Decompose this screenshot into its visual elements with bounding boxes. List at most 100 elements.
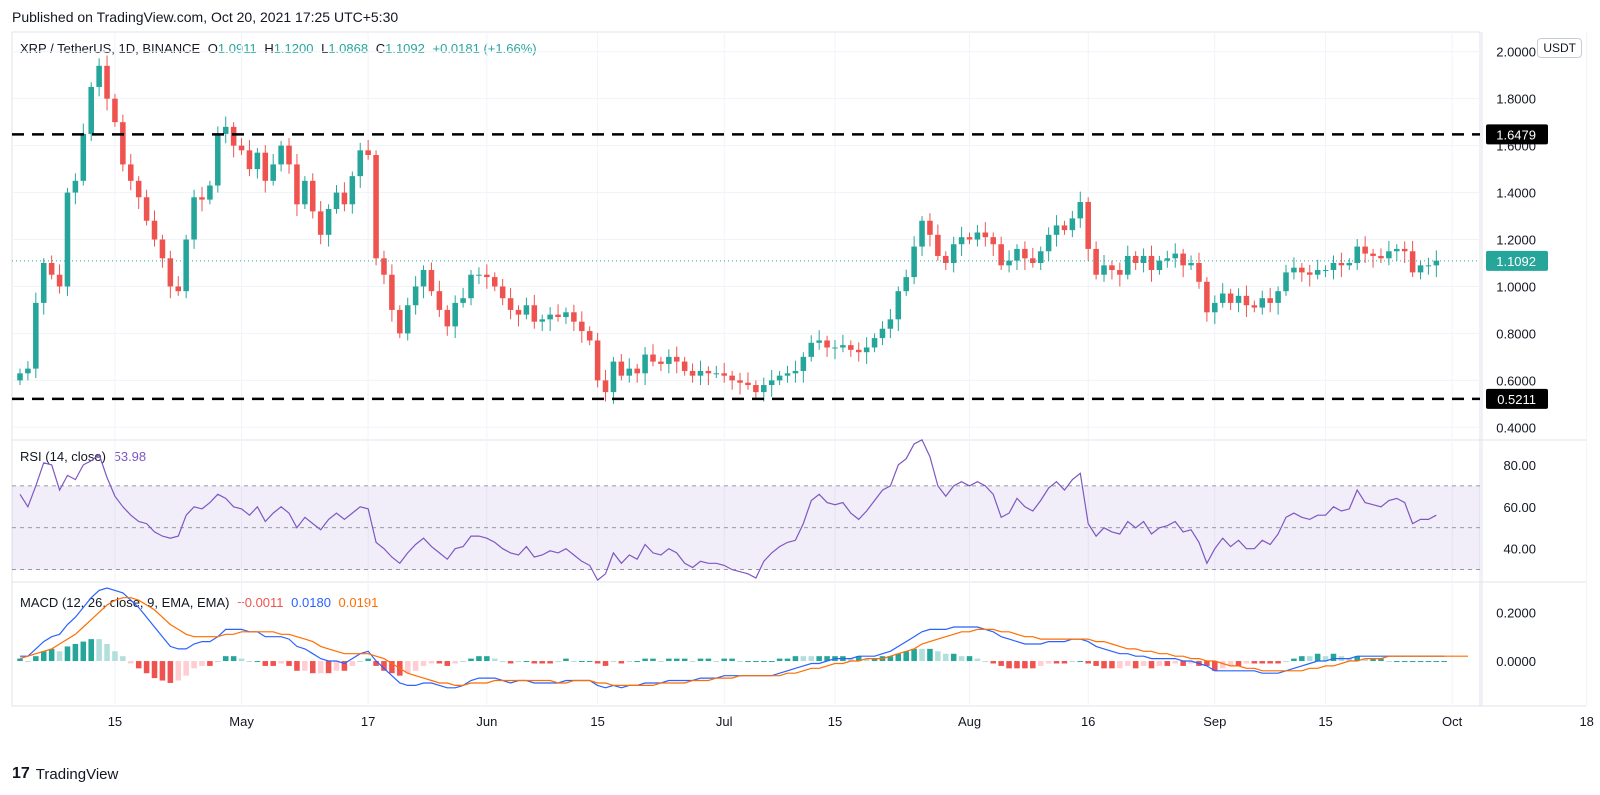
macd-histogram-bar	[444, 661, 451, 666]
macd-histogram-bar	[499, 661, 506, 663]
high-label: H	[264, 41, 274, 56]
time-tick-label: Aug	[958, 714, 981, 729]
candle-body	[112, 98, 118, 123]
candle-body	[1148, 255, 1155, 271]
candle-body	[104, 65, 110, 99]
macd-histogram-bar	[626, 661, 633, 663]
macd-histogram-bar	[1030, 661, 1036, 669]
candle-body	[278, 145, 284, 165]
macd-histogram-bar	[1306, 656, 1313, 662]
candle-body	[1322, 270, 1329, 272]
candle-body	[871, 338, 878, 348]
candle-body	[365, 150, 371, 156]
macd-histogram-bar	[681, 658, 688, 662]
candle-body	[531, 305, 538, 322]
candle-body	[887, 319, 894, 329]
macd-histogram-bar	[523, 661, 530, 663]
macd-histogram-bar	[56, 651, 63, 662]
candle-body	[1085, 201, 1091, 249]
macd-histogram-bar	[594, 661, 601, 664]
macd-histogram-bar	[278, 661, 284, 664]
candle-body	[270, 164, 276, 181]
candle-body	[381, 258, 387, 275]
macd-histogram-bar	[1283, 661, 1289, 663]
candle-body	[357, 150, 364, 177]
rsi-label[interactable]: RSI (14, close)	[20, 449, 106, 464]
candle-body	[1251, 305, 1258, 308]
candle-body	[816, 340, 822, 343]
candle-body	[341, 192, 348, 205]
macd-histogram-bar	[1140, 661, 1147, 666]
currency-badge[interactable]: USDT	[1537, 38, 1582, 58]
macd-histogram-bar	[895, 653, 902, 662]
candle-body	[262, 152, 269, 181]
horizontal-level-label: 1.6479	[1496, 127, 1536, 142]
macd-histogram-bar	[689, 661, 696, 663]
candle-body	[1219, 293, 1226, 303]
candle-body	[1235, 295, 1242, 303]
candle-body	[555, 314, 561, 317]
candle-body	[927, 220, 933, 235]
macd-histogram-bar	[365, 658, 371, 662]
macd-histogram-bar	[1441, 661, 1448, 663]
candle-body	[80, 133, 87, 181]
candle-body	[484, 274, 490, 278]
rsi-legend: RSI (14, close) 53.98	[20, 449, 150, 464]
candle-body	[618, 361, 625, 376]
macd-histogram-bar	[1433, 661, 1440, 663]
candle-body	[855, 349, 862, 353]
macd-label[interactable]: MACD (12, 26, close, 9, EMA, EMA)	[20, 595, 230, 610]
candle-body	[1124, 255, 1131, 275]
macd-histogram-bar	[491, 658, 498, 662]
macd-histogram-bar	[753, 661, 759, 663]
macd-histogram-bar	[1077, 661, 1084, 663]
candle-body	[230, 126, 237, 146]
macd-histogram-bar	[1204, 661, 1210, 666]
candle-body	[1330, 262, 1337, 271]
macd-histogram-bar	[1061, 661, 1068, 664]
macd-histogram-bar	[800, 656, 807, 662]
footer-brand[interactable]: TradingView	[35, 765, 119, 783]
candle-body	[737, 380, 743, 383]
macd-histogram-bar	[966, 656, 973, 662]
macd-histogram-bar	[1346, 658, 1353, 662]
candle-body	[1045, 234, 1052, 252]
macd-histogram-bar	[286, 661, 292, 666]
candle-body	[191, 197, 197, 240]
macd-histogram-bar	[958, 656, 965, 662]
candle-body	[143, 197, 150, 221]
candle-body	[1354, 246, 1360, 263]
candle-body	[610, 361, 617, 393]
macd-histogram-bar	[745, 661, 751, 663]
macd-histogram-bar	[1037, 661, 1044, 666]
candle-body	[1386, 251, 1392, 259]
macd-histogram-bar	[412, 661, 419, 671]
macd-histogram-bar	[1022, 661, 1028, 669]
candle-body	[721, 373, 727, 376]
macd-histogram-bar	[436, 661, 443, 664]
macd-histogram-bar	[199, 661, 205, 666]
macd-histogram-bar	[1386, 661, 1392, 663]
macd-histogram-bar	[982, 661, 989, 663]
candle-body	[903, 277, 909, 292]
candle-body	[626, 368, 633, 376]
close-label: C	[375, 41, 386, 56]
chart-canvas[interactable]: 2.00001.80001.60001.40001.20001.00000.80…	[0, 0, 1600, 760]
candle-body	[911, 246, 917, 278]
macd-histogram-bar	[1251, 661, 1258, 664]
macd-histogram-bar	[697, 658, 704, 662]
macd-histogram-bar	[1053, 661, 1060, 664]
time-tick-label: 16	[1081, 714, 1095, 729]
symbol-name[interactable]: XRP / TetherUS, 1D, BINANCE	[20, 41, 201, 56]
macd-histogram-bar	[911, 648, 917, 662]
time-tick-label: 15	[828, 714, 842, 729]
macd-histogram-bar	[990, 661, 997, 664]
low-label: L	[321, 41, 329, 56]
candle-body	[1164, 258, 1171, 261]
macd-histogram-bar	[737, 661, 743, 663]
candle-body	[650, 354, 656, 362]
macd-histogram-bar	[642, 658, 648, 662]
macd-histogram-bar	[713, 661, 720, 663]
price-tick-label: 2.0000	[1496, 45, 1536, 60]
macd-histogram-bar	[602, 661, 609, 666]
